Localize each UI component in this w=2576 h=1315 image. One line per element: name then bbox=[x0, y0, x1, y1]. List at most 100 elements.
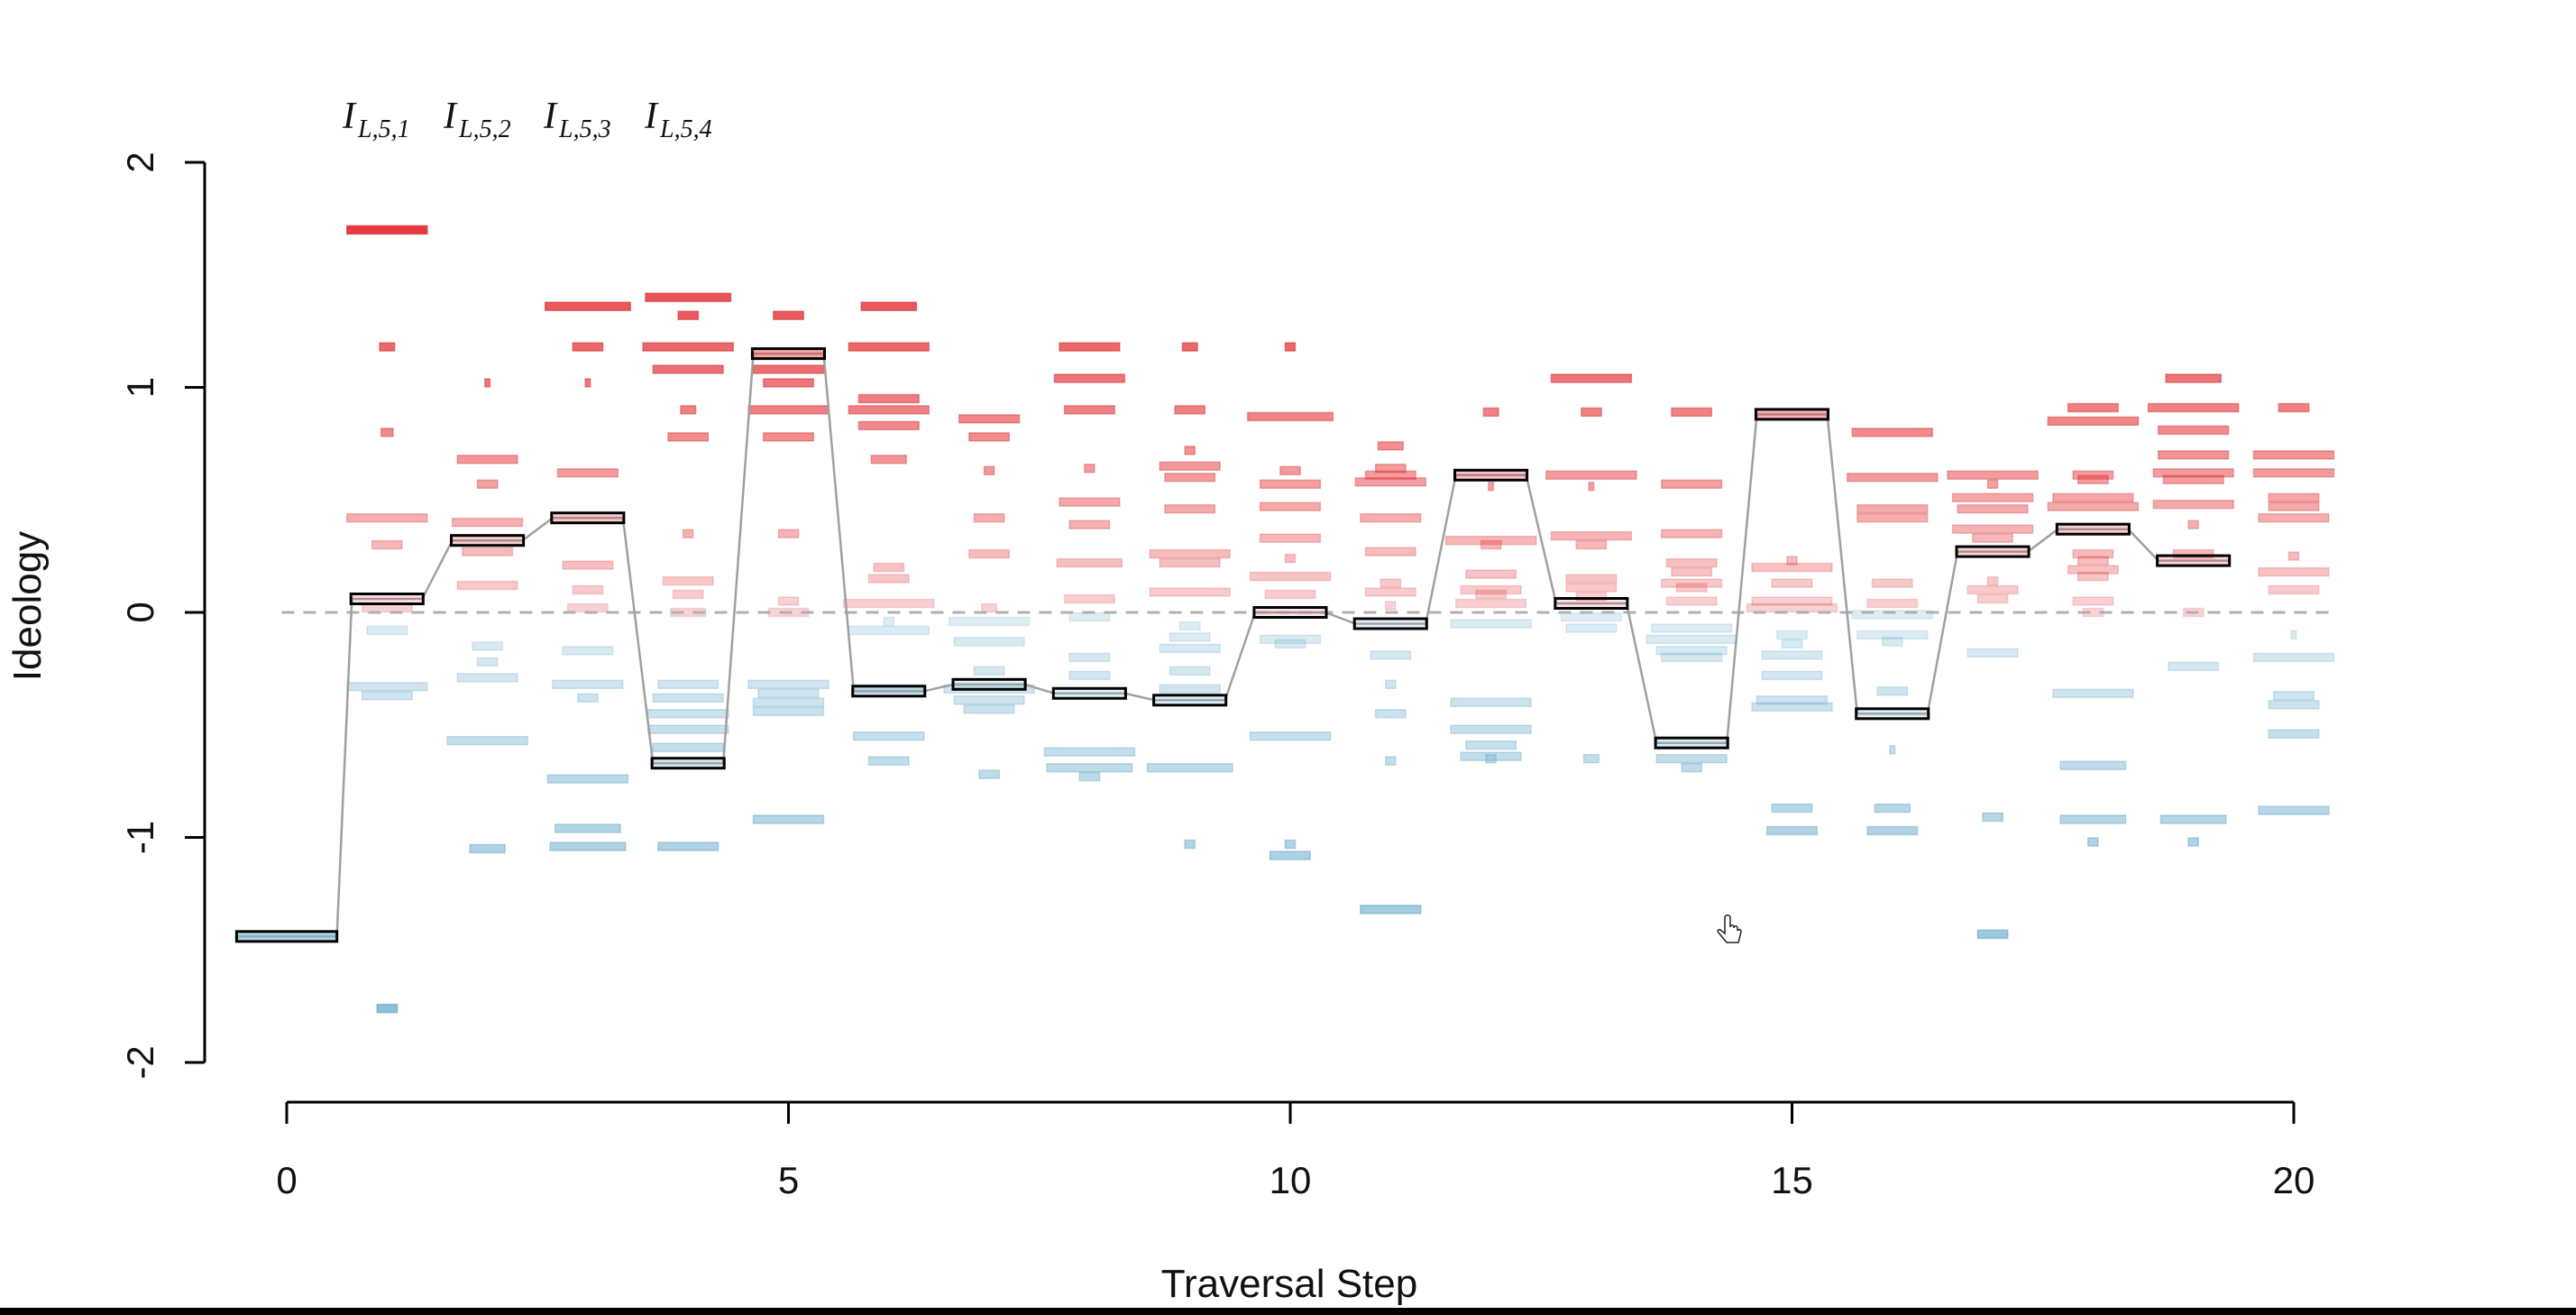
candidate-box bbox=[1550, 530, 1633, 541]
candidate-box bbox=[556, 468, 619, 478]
selected-box bbox=[1152, 694, 1228, 707]
candidate-box bbox=[1560, 612, 1623, 622]
candidate-box bbox=[1976, 593, 2009, 604]
selected-box bbox=[1252, 606, 1328, 619]
candidate-box bbox=[752, 706, 825, 717]
candidate-box bbox=[948, 616, 1031, 627]
candidate-box bbox=[1671, 407, 1713, 418]
candidate-box bbox=[2087, 837, 2099, 847]
candidate-box bbox=[1951, 524, 2034, 534]
candidate-box bbox=[1284, 553, 1297, 564]
x-axis-ticks: 0 5 10 15 20 bbox=[276, 1102, 2315, 1201]
candidate-box bbox=[1259, 501, 1322, 511]
candidate-box bbox=[983, 465, 995, 476]
traversal-path-line bbox=[236, 352, 2229, 938]
candidate-box bbox=[2258, 805, 2330, 815]
math-annotation-base: I bbox=[543, 96, 558, 137]
candidate-box bbox=[968, 432, 1011, 442]
candidate-box bbox=[747, 679, 830, 690]
candidate-box bbox=[873, 562, 905, 573]
selected-box bbox=[2055, 522, 2131, 536]
candidate-box bbox=[1751, 702, 1833, 713]
candidate-box bbox=[1184, 839, 1196, 850]
selected-box bbox=[951, 677, 1027, 691]
candidate-box bbox=[2159, 814, 2227, 824]
candidate-box bbox=[1164, 473, 1216, 483]
math-annotation: I L,5,1 bbox=[342, 96, 410, 143]
candidate-box bbox=[1581, 407, 1602, 418]
candidate-box bbox=[662, 575, 714, 586]
candidate-box bbox=[1450, 697, 1532, 708]
candidate-box bbox=[2187, 837, 2199, 847]
candidate-box bbox=[1480, 539, 1502, 550]
candidate-box bbox=[462, 547, 514, 556]
candidate-box bbox=[1488, 482, 1495, 492]
candidate-box bbox=[1370, 650, 1412, 660]
selected-box bbox=[550, 511, 626, 525]
candidate-box bbox=[1159, 461, 1221, 472]
candidate-box bbox=[1781, 639, 1803, 649]
candidate-box bbox=[672, 589, 704, 600]
candidate-box bbox=[2076, 556, 2109, 566]
candidate-box bbox=[1084, 464, 1095, 474]
candidate-box bbox=[1856, 630, 1929, 640]
candidate-box bbox=[1384, 601, 1397, 611]
candidate-box bbox=[1063, 593, 1115, 604]
candidate-box bbox=[1565, 623, 1618, 633]
candidate-box bbox=[451, 517, 524, 528]
candidate-box bbox=[853, 731, 925, 741]
candidate-box bbox=[572, 584, 604, 595]
candidate-box bbox=[963, 704, 1015, 714]
candidate-box bbox=[2290, 630, 2297, 640]
candidate-box bbox=[2268, 501, 2320, 511]
candidate-box bbox=[680, 405, 697, 415]
candidate-box bbox=[1482, 407, 1499, 418]
candidate-box bbox=[667, 432, 710, 442]
candidate-box bbox=[1681, 762, 1703, 773]
candidate-box bbox=[346, 512, 428, 523]
candidate-box bbox=[657, 679, 720, 690]
candidate-box bbox=[973, 666, 1005, 676]
candidate-box bbox=[1874, 803, 1911, 814]
candidate-box bbox=[2059, 814, 2127, 824]
candidate-box bbox=[1264, 589, 1316, 600]
math-annotation-subscript: L,5,4 bbox=[659, 115, 712, 143]
candidate-box bbox=[2052, 492, 2134, 503]
candidate-box bbox=[1475, 589, 1508, 600]
candidate-box bbox=[2072, 470, 2114, 481]
candidate-box bbox=[1059, 497, 1121, 507]
math-annotation: I L,5,3 bbox=[543, 96, 611, 143]
selected-boxes bbox=[234, 347, 2232, 943]
candidate-box bbox=[1184, 446, 1196, 455]
candidate-box bbox=[1846, 473, 1939, 483]
candidate-box bbox=[1068, 652, 1111, 663]
candidate-box bbox=[1485, 753, 1497, 764]
candidate-box bbox=[1178, 621, 1201, 631]
candidate-box bbox=[2268, 492, 2320, 503]
candidate-box bbox=[1976, 929, 2009, 940]
candidate-box bbox=[1761, 670, 1823, 681]
candidate-box bbox=[566, 602, 609, 613]
candidate-box bbox=[2067, 402, 2119, 413]
candidate-box bbox=[870, 455, 908, 464]
candidate-box bbox=[1982, 812, 2004, 823]
selected-box bbox=[1352, 617, 1428, 630]
candidate-box bbox=[1360, 512, 1422, 523]
candidate-box bbox=[1751, 562, 1833, 573]
candidate-box bbox=[1866, 825, 1919, 836]
candidate-box bbox=[1384, 756, 1397, 766]
candidate-box bbox=[2268, 729, 2320, 739]
candidate-box bbox=[677, 310, 700, 320]
math-annotation: I L,5,4 bbox=[644, 96, 712, 143]
candidate-box bbox=[1550, 373, 1633, 383]
y-axis-title: Ideology bbox=[5, 531, 50, 681]
candidate-box bbox=[346, 682, 428, 692]
candidate-box bbox=[953, 637, 1025, 647]
candidate-box bbox=[2047, 416, 2140, 427]
candidate-box bbox=[642, 342, 735, 352]
candidate-box bbox=[652, 364, 724, 374]
candidate-box bbox=[2258, 566, 2330, 577]
candidate-box bbox=[860, 301, 918, 311]
candidate-box bbox=[1279, 465, 1301, 476]
candidate-box bbox=[1043, 747, 1136, 757]
